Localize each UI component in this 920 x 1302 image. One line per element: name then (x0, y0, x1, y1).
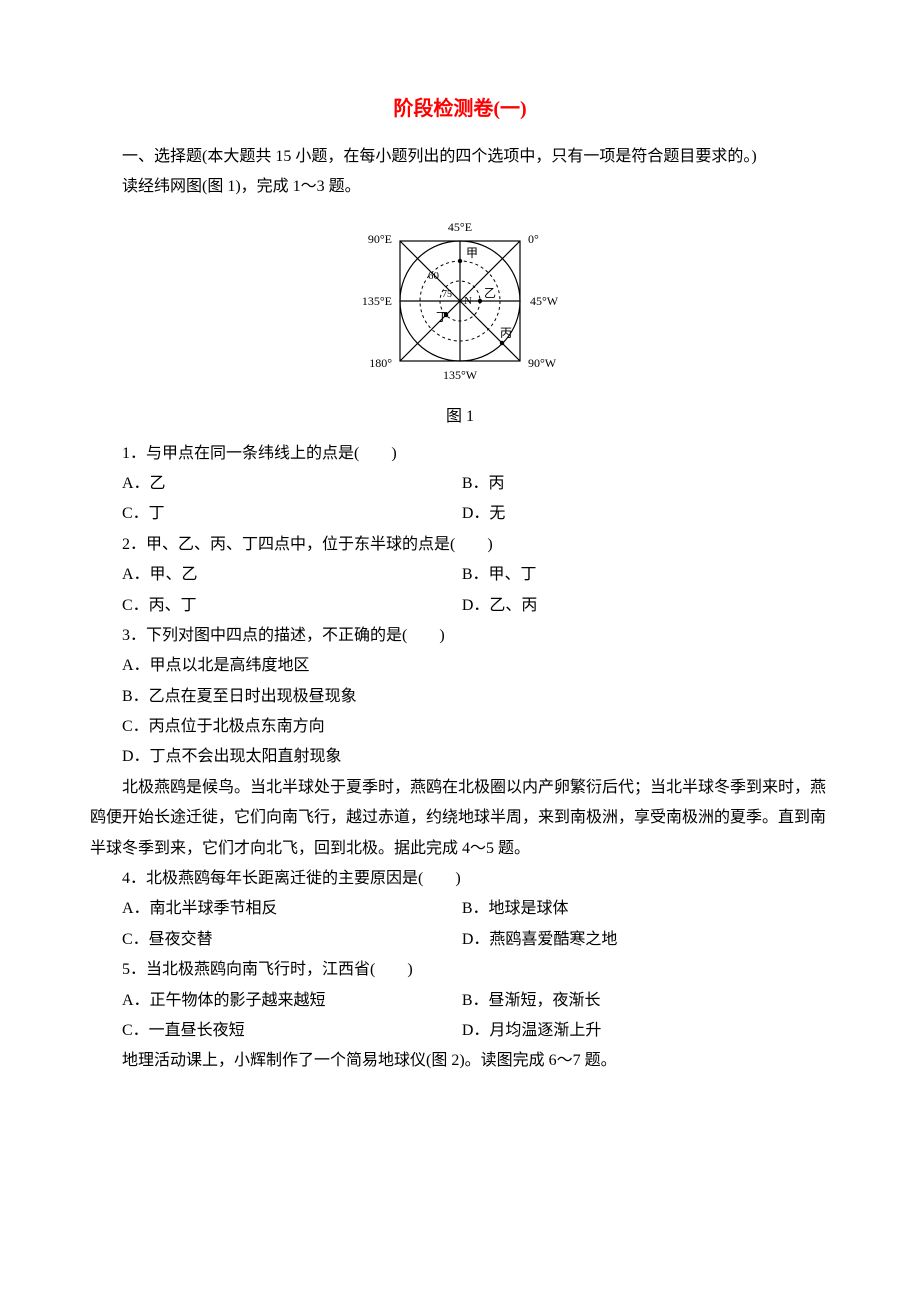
passage-1: 读经纬网图(图 1)，完成 1～3 题。 (90, 172, 830, 202)
q4-row2: C．昼夜交替 D．燕鸥喜爱酷寒之地 (90, 925, 830, 955)
q1-row1: A．乙 B．丙 (90, 469, 830, 499)
q1-D: D．无 (462, 499, 802, 529)
q1-row2: C．丁 D．无 (90, 499, 830, 529)
svg-text:甲: 甲 (466, 246, 478, 260)
figure-1-caption: 图 1 (90, 402, 830, 432)
doc-title: 阶段检测卷(一) (90, 90, 830, 128)
svg-text:60: 60 (428, 270, 440, 282)
q2-row1: A．甲、乙 B．甲、丁 (90, 560, 830, 590)
q2-row2: C．丙、丁 D．乙、丙 (90, 591, 830, 621)
svg-text:90°W: 90°W (528, 356, 557, 370)
q1-C: C．丁 (122, 499, 462, 529)
q2-text: 2．甲、乙、丙、丁四点中，位于东半球的点是( ) (90, 530, 830, 560)
svg-text:0°: 0° (528, 232, 539, 246)
q3-B: B．乙点在夏至日时出现极昼现象 (122, 682, 830, 712)
q1-A: A．乙 (122, 469, 462, 499)
q4-B: B．地球是球体 (462, 894, 802, 924)
svg-text:丁: 丁 (436, 310, 448, 324)
svg-text:90°E: 90°E (368, 232, 392, 246)
q1-B: B．丙 (462, 469, 802, 499)
svg-text:135°E: 135°E (362, 294, 392, 308)
svg-text:75: 75 (442, 289, 452, 300)
passage-3: 地理活动课上，小辉制作了一个简易地球仪(图 2)。读图完成 6～7 题。 (90, 1046, 830, 1076)
q2-C: C．丙、丁 (122, 591, 462, 621)
q3-D: D．丁点不会出现太阳直射现象 (122, 742, 830, 772)
svg-text:180°: 180° (369, 356, 392, 370)
q4-C: C．昼夜交替 (122, 925, 462, 955)
q1-text: 1．与甲点在同一条纬线上的点是( ) (90, 439, 830, 469)
q4-row1: A．南北半球季节相反 B．地球是球体 (90, 894, 830, 924)
q3-C: C．丙点位于北极点东南方向 (122, 712, 830, 742)
svg-text:45°E: 45°E (448, 220, 472, 234)
svg-text:N: N (464, 295, 472, 307)
q3-A: A．甲点以北是高纬度地区 (122, 651, 830, 681)
q5-text: 5．当北极燕鸥向南飞行时，江西省( ) (90, 955, 830, 985)
q5-row2: C．一直昼长夜短 D．月均温逐渐上升 (90, 1016, 830, 1046)
q5-A: A．正午物体的影子越来越短 (122, 986, 462, 1016)
q5-row1: A．正午物体的影子越来越短 B．昼渐短，夜渐长 (90, 986, 830, 1016)
q5-C: C．一直昼长夜短 (122, 1016, 462, 1046)
q4-A: A．南北半球季节相反 (122, 894, 462, 924)
svg-text:乙: 乙 (484, 286, 496, 300)
svg-text:45°W: 45°W (530, 294, 559, 308)
q5-D: D．月均温逐渐上升 (462, 1016, 802, 1046)
figure-1: 45°E 0° 45°W 90°W 135°W 180° 135°E 90°E … (90, 209, 830, 400)
section-1-heading: 一、选择题(本大题共 15 小题，在每小题列出的四个选项中，只有一项是符合题目要… (90, 142, 830, 172)
q4-D: D．燕鸥喜爱酷寒之地 (462, 925, 802, 955)
q4-text: 4．北极燕鸥每年长距离迁徙的主要原因是( ) (90, 864, 830, 894)
passage-2: 北极燕鸥是候鸟。当北半球处于夏季时，燕鸥在北极圈以内产卵繁衍后代；当北半球冬季到… (90, 773, 830, 864)
q3-opts: A．甲点以北是高纬度地区 B．乙点在夏至日时出现极昼现象 C．丙点位于北极点东南… (90, 651, 830, 773)
svg-text:丙: 丙 (500, 326, 512, 340)
q2-B: B．甲、丁 (462, 560, 802, 590)
q2-D: D．乙、丙 (462, 591, 802, 621)
q3-text: 3．下列对图中四点的描述，不正确的是( ) (90, 621, 830, 651)
q5-B: B．昼渐短，夜渐长 (462, 986, 802, 1016)
q2-A: A．甲、乙 (122, 560, 462, 590)
svg-text:135°W: 135°W (443, 368, 478, 382)
